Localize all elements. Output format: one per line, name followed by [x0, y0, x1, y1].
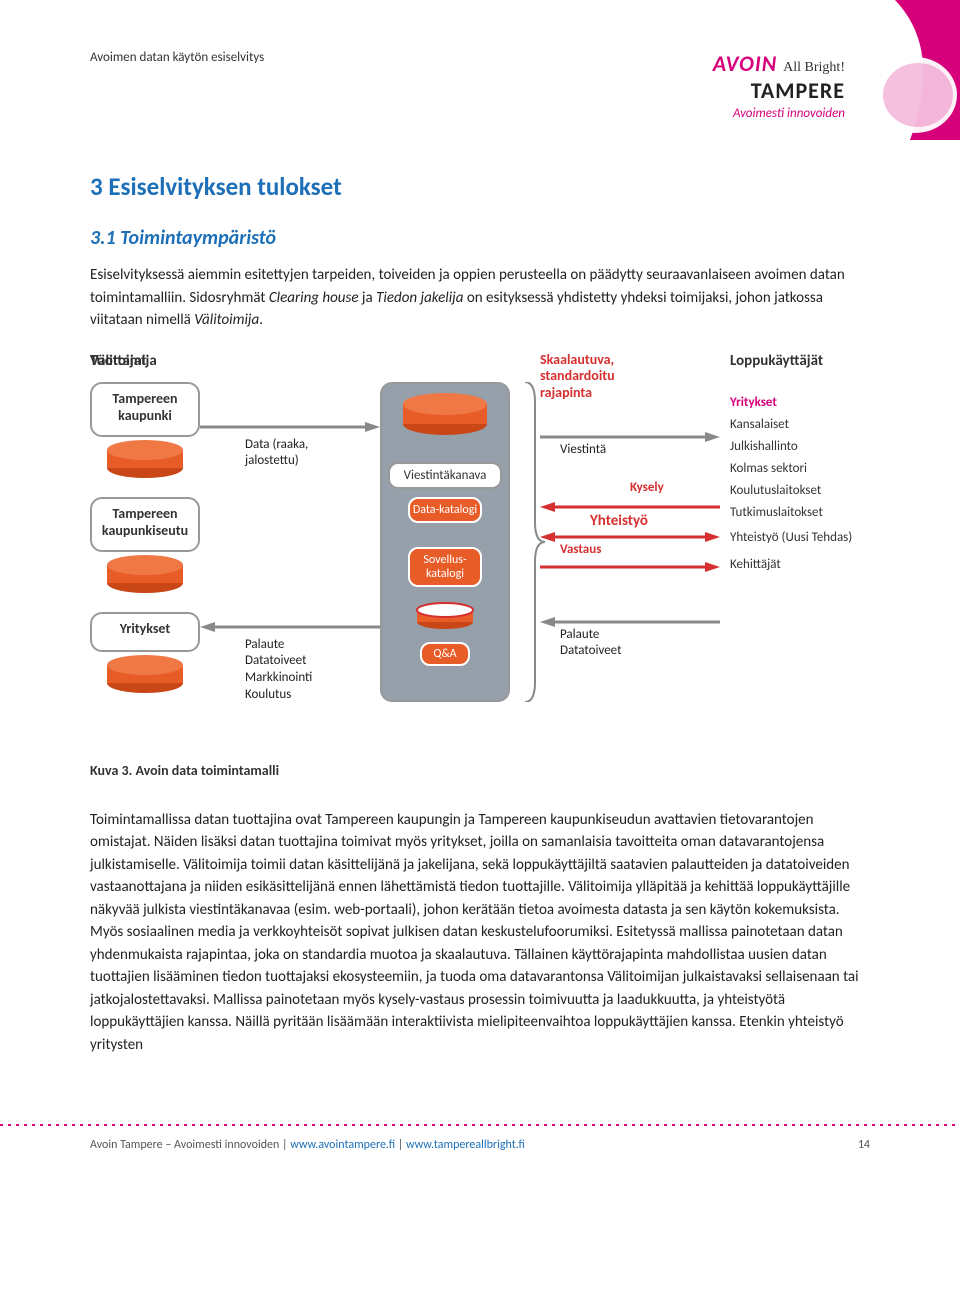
producer-box-region: Tampereen kaupunkiseutu [90, 497, 200, 552]
intro-paragraph: Esiselvityksessä aiemmin esitettyjen tar… [90, 264, 870, 332]
col-head-endusers: Loppukäyttäjät [730, 352, 823, 370]
footer-link-2[interactable]: www.tampereallbright.fi [406, 1138, 525, 1152]
label-vastaus: Vastaus [560, 542, 601, 557]
subsection-title: 3.1 Toimintaympäristö [90, 226, 870, 250]
enduser-item: Kehittäjät [730, 554, 870, 576]
architecture-diagram: Tuottajat Välitoimija Skaalautuva, stand… [90, 352, 870, 732]
document-title: Avoimen datan käytön esiselvitys [90, 50, 264, 65]
page-footer: Avoin Tampere – Avoimesti innovoiden | w… [0, 1126, 960, 1170]
enduser-item: Yhteistyö (Uusi Tehdas) [730, 530, 870, 546]
enduser-item: Julkishallinto [730, 436, 870, 458]
col-head-intermediary: Välitoimija [90, 352, 157, 370]
comm-channel-label: Viestintäkanava [388, 462, 502, 489]
footer-left: Avoin Tampere – Avoimesti innovoiden | w… [90, 1138, 525, 1152]
intro-end: . [259, 311, 263, 329]
producer-companies-label: Yritykset [120, 620, 170, 637]
enduser-item: Yritykset [730, 392, 870, 414]
body-paragraph: Toimintamallissa datan tuottajina ovat T… [90, 809, 870, 1057]
cylinder-icon [400, 392, 490, 437]
col-head-interface: Skaalautuva, standardoitu rajapinta [540, 352, 650, 402]
logo-tampere: TAMPERE [713, 77, 845, 104]
producer-box-city: Tampereen kaupunki [90, 382, 200, 437]
label-data: Data (raaka, jalostettu) [245, 437, 355, 471]
cylinder-icon [105, 555, 185, 595]
intro-italic1: Clearing house [269, 289, 359, 307]
enduser-item: Tutkimuslaitokset [730, 502, 870, 524]
footer-prefix: Avoin Tampere – Avoimesti innovoiden | [90, 1138, 290, 1152]
producer-box-companies: Yritykset [90, 612, 200, 652]
endusers-list: Yritykset Kansalaiset Julkishallinto Kol… [730, 392, 870, 576]
intro-italic2: Tiedon jakelija [376, 289, 463, 307]
logo-avoin: AVOIN [713, 50, 777, 77]
cylinder-icon [415, 602, 475, 632]
intro-mid: ja [359, 289, 377, 307]
label-feedback-left: Palaute Datatoiveet Markkinointi Koulutu… [245, 637, 365, 705]
figure-caption: Kuva 3. Avoin data toimintamalli [90, 762, 870, 779]
enduser-item: Koulutuslaitokset [730, 480, 870, 502]
intro-italic3: Välitoimija [194, 311, 259, 329]
inner-catalog-app: Sovellus-katalogi [408, 547, 482, 587]
logo: AVOIN All Bright! TAMPERE Avoimesti inno… [713, 50, 845, 121]
label-viestinta: Viestintä [560, 442, 606, 457]
producer-region-label: Tampereen kaupunkiseutu [102, 505, 188, 539]
arrow-icon [540, 557, 720, 577]
cylinder-icon [105, 440, 185, 480]
logo-bright: All Bright! [783, 60, 845, 76]
label-feedback-right: Palaute Datatoiveet [560, 627, 621, 661]
label-kysely: Kysely [630, 480, 664, 495]
enduser-item: Kolmas sektori [730, 458, 870, 480]
cylinder-icon [105, 655, 185, 695]
logo-tagline: Avoimesti innovoiden [713, 106, 845, 121]
producer-city-label: Tampereen kaupunki [112, 390, 177, 424]
enduser-item: Kansalaiset [730, 414, 870, 436]
inner-catalog-data: Data-katalogi [408, 497, 482, 523]
section-title: 3 Esiselvityksen tulokset [90, 171, 870, 202]
footer-link-1[interactable]: www.avointampere.fi [290, 1138, 395, 1152]
inner-qa: Q&A [420, 642, 470, 666]
page-header: Avoimen datan käytön esiselvitys AVOIN A… [90, 50, 870, 121]
page-number: 14 [858, 1138, 870, 1152]
footer-sep: | [395, 1138, 406, 1152]
label-yhteistyo: Yhteistyö [590, 512, 648, 530]
